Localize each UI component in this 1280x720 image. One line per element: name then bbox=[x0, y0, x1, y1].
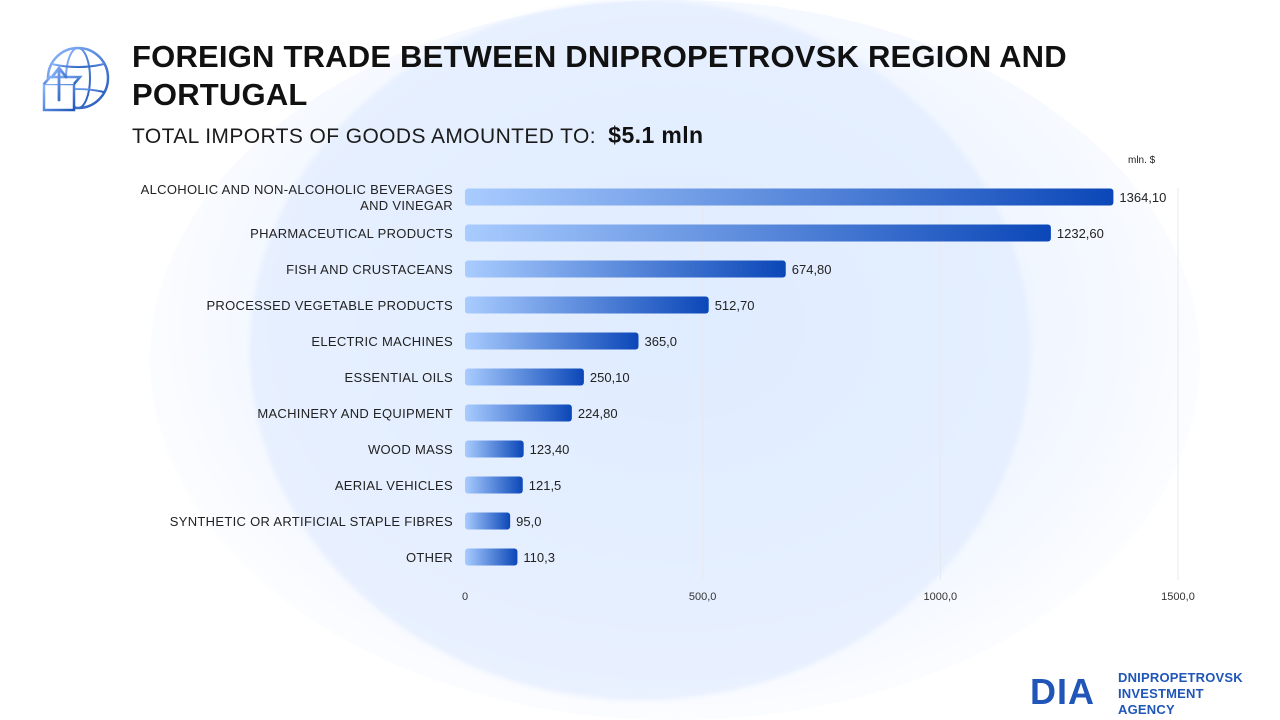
value-label: 512,70 bbox=[715, 298, 755, 313]
category-label: PHARMACEUTICAL PRODUCTS bbox=[250, 226, 453, 241]
page-title: FOREIGN TRADE BETWEEN DNIPROPETROVSK REG… bbox=[132, 39, 1067, 112]
category-label: AERIAL VEHICLES bbox=[335, 478, 453, 493]
value-label: 674,80 bbox=[792, 262, 832, 277]
bar bbox=[465, 188, 1114, 206]
value-label: 110,3 bbox=[523, 550, 555, 565]
x-tick-label: 1500,0 bbox=[1161, 591, 1195, 603]
category-labels: ALCOHOLIC AND NON-ALCOHOLIC BEVERAGESAND… bbox=[141, 182, 453, 565]
bar bbox=[465, 260, 786, 278]
chart-bars bbox=[465, 188, 1114, 566]
bar bbox=[465, 404, 572, 422]
value-labels: 1364,10 1232,60 674,80 512,70 365,0 250,10 224… bbox=[516, 190, 1166, 565]
chart-unit-label: mln. $ bbox=[1128, 155, 1156, 166]
bar bbox=[465, 476, 523, 494]
category-label: MACHINERY AND EQUIPMENT bbox=[257, 406, 453, 421]
total-imports-value: $5.1 mln bbox=[608, 122, 704, 148]
category-label: SYNTHETIC OR ARTIFICIAL STAPLE FIBRES bbox=[170, 514, 453, 529]
x-tick-label: 1000,0 bbox=[924, 591, 958, 603]
value-label: 123,40 bbox=[530, 442, 570, 457]
bar bbox=[465, 440, 524, 458]
value-label: 365,0 bbox=[644, 334, 677, 349]
subtitle: TOTAL IMPORTS OF GOODS AMOUNTED TO: $5.1… bbox=[132, 120, 704, 152]
value-label: 224,80 bbox=[578, 406, 618, 421]
logo-line-2: INVESTMENT AGENCY bbox=[1118, 686, 1204, 717]
category-label: AND VINEGAR bbox=[360, 198, 453, 213]
globe-box-upload-icon bbox=[42, 46, 110, 112]
value-label: 1364,10 bbox=[1119, 190, 1166, 205]
bar bbox=[465, 368, 584, 386]
subtitle-label: TOTAL IMPORTS OF GOODS AMOUNTED TO: bbox=[132, 125, 597, 148]
category-label: WOOD MASS bbox=[368, 442, 453, 457]
logo-mark: DIA bbox=[1030, 671, 1095, 712]
category-label: ESSENTIAL OILS bbox=[345, 370, 454, 385]
logo-line-1: DNIPROPETROVSK bbox=[1118, 670, 1243, 685]
logo-text: DNIPROPETROVSK INVESTMENT AGENCY bbox=[1118, 670, 1250, 718]
chart-grid bbox=[702, 188, 1179, 580]
value-label: 1232,60 bbox=[1057, 226, 1104, 241]
bar bbox=[465, 548, 518, 566]
x-tick-label: 500,0 bbox=[689, 591, 717, 603]
category-label: PROCESSED VEGETABLE PRODUCTS bbox=[206, 298, 453, 313]
bar bbox=[465, 332, 639, 350]
bar bbox=[465, 224, 1051, 242]
bar bbox=[465, 296, 709, 314]
value-label: 95,0 bbox=[516, 514, 541, 529]
x-tick-label: 0 bbox=[462, 591, 468, 603]
dia-logo: DIA DNIPROPETROVSK INVESTMENT AGENCY bbox=[1030, 668, 1250, 717]
category-label: ALCOHOLIC AND NON-ALCOHOLIC BEVERAGES bbox=[141, 182, 453, 197]
value-label: 121,5 bbox=[529, 478, 562, 493]
category-label: OTHER bbox=[406, 550, 453, 565]
category-label: ELECTRIC MACHINES bbox=[311, 334, 453, 349]
x-axis-ticks: 0 500,0 1000,0 1500,0 bbox=[462, 591, 1195, 603]
bar bbox=[465, 512, 511, 530]
value-label: 250,10 bbox=[590, 370, 630, 385]
category-label: FISH AND CRUSTACEANS bbox=[286, 262, 453, 277]
